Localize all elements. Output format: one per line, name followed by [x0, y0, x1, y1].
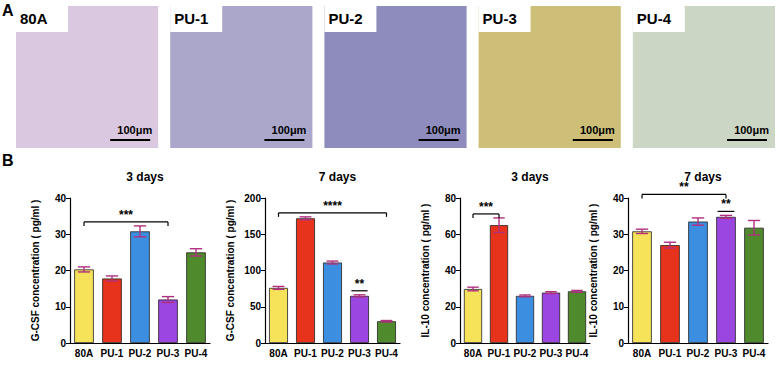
svg-text:G-CSF concentration ( pg/ml ): G-CSF concentration ( pg/ml ) — [225, 200, 236, 342]
svg-text:7 days: 7 days — [684, 170, 722, 184]
svg-text:PU-2: PU-2 — [514, 348, 537, 359]
svg-text:100μm: 100μm — [117, 124, 152, 136]
svg-text:3 days: 3 days — [126, 170, 164, 184]
svg-text:0: 0 — [618, 338, 624, 349]
svg-text:B: B — [2, 152, 14, 169]
svg-text:PU-2: PU-2 — [129, 348, 152, 359]
svg-text:PU-3: PU-3 — [483, 10, 517, 27]
svg-text:PU-4: PU-4 — [637, 10, 672, 27]
svg-text:IL-10 concentration ( pg/ml ): IL-10 concentration ( pg/ml ) — [420, 204, 431, 338]
svg-text:PU-3: PU-3 — [540, 348, 563, 359]
svg-text:20: 20 — [613, 265, 625, 276]
svg-text:80A: 80A — [633, 348, 651, 359]
svg-text:A: A — [2, 2, 14, 19]
svg-text:**: ** — [721, 197, 731, 211]
svg-text:PU-3: PU-3 — [348, 348, 371, 359]
svg-text:150: 150 — [244, 229, 261, 240]
svg-text:20: 20 — [445, 301, 457, 312]
svg-text:**: ** — [355, 277, 365, 291]
svg-text:200: 200 — [244, 193, 261, 204]
svg-text:60: 60 — [445, 229, 457, 240]
svg-text:30: 30 — [55, 229, 67, 240]
svg-text:80A: 80A — [464, 348, 482, 359]
svg-text:PU-1: PU-1 — [659, 348, 682, 359]
svg-text:PU-3: PU-3 — [715, 348, 738, 359]
svg-text:80A: 80A — [269, 348, 287, 359]
svg-text:50: 50 — [250, 301, 262, 312]
svg-text:****: **** — [323, 199, 342, 213]
svg-text:0: 0 — [450, 338, 456, 349]
svg-text:PU-1: PU-1 — [101, 348, 124, 359]
svg-text:PU-1: PU-1 — [488, 348, 511, 359]
svg-text:100μm: 100μm — [272, 124, 307, 136]
svg-text:PU-4: PU-4 — [743, 348, 766, 359]
svg-text:40: 40 — [55, 193, 67, 204]
svg-text:80: 80 — [445, 193, 457, 204]
svg-text:PU-2: PU-2 — [328, 10, 362, 27]
svg-text:PU-4: PU-4 — [375, 348, 398, 359]
svg-text:40: 40 — [445, 265, 457, 276]
svg-text:30: 30 — [613, 229, 625, 240]
svg-text:***: *** — [119, 208, 133, 222]
svg-text:100μm: 100μm — [734, 124, 769, 136]
svg-text:PU-4: PU-4 — [566, 348, 589, 359]
svg-text:0: 0 — [60, 338, 66, 349]
svg-text:0: 0 — [255, 338, 261, 349]
svg-text:20: 20 — [55, 265, 67, 276]
svg-text:80A: 80A — [75, 348, 93, 359]
svg-text:PU-4: PU-4 — [185, 348, 208, 359]
svg-text:PU-2: PU-2 — [321, 348, 344, 359]
svg-text:7 days: 7 days — [319, 170, 357, 184]
svg-text:PU-1: PU-1 — [174, 10, 208, 27]
svg-text:IL-10 concentration ( pg/ml ): IL-10 concentration ( pg/ml ) — [588, 204, 599, 338]
svg-text:G-CSF concentration ( pg/ml ): G-CSF concentration ( pg/ml ) — [30, 200, 41, 342]
svg-text:***: *** — [479, 200, 493, 214]
svg-text:10: 10 — [613, 301, 625, 312]
svg-text:3 days: 3 days — [511, 170, 549, 184]
svg-text:10: 10 — [55, 301, 67, 312]
svg-text:PU-1: PU-1 — [294, 348, 317, 359]
svg-text:PU-3: PU-3 — [157, 348, 180, 359]
svg-text:80A: 80A — [20, 10, 48, 27]
svg-text:100: 100 — [244, 265, 261, 276]
svg-text:100μm: 100μm — [426, 124, 461, 136]
svg-text:100μm: 100μm — [580, 124, 615, 136]
svg-text:PU-2: PU-2 — [687, 348, 710, 359]
svg-text:40: 40 — [613, 193, 625, 204]
